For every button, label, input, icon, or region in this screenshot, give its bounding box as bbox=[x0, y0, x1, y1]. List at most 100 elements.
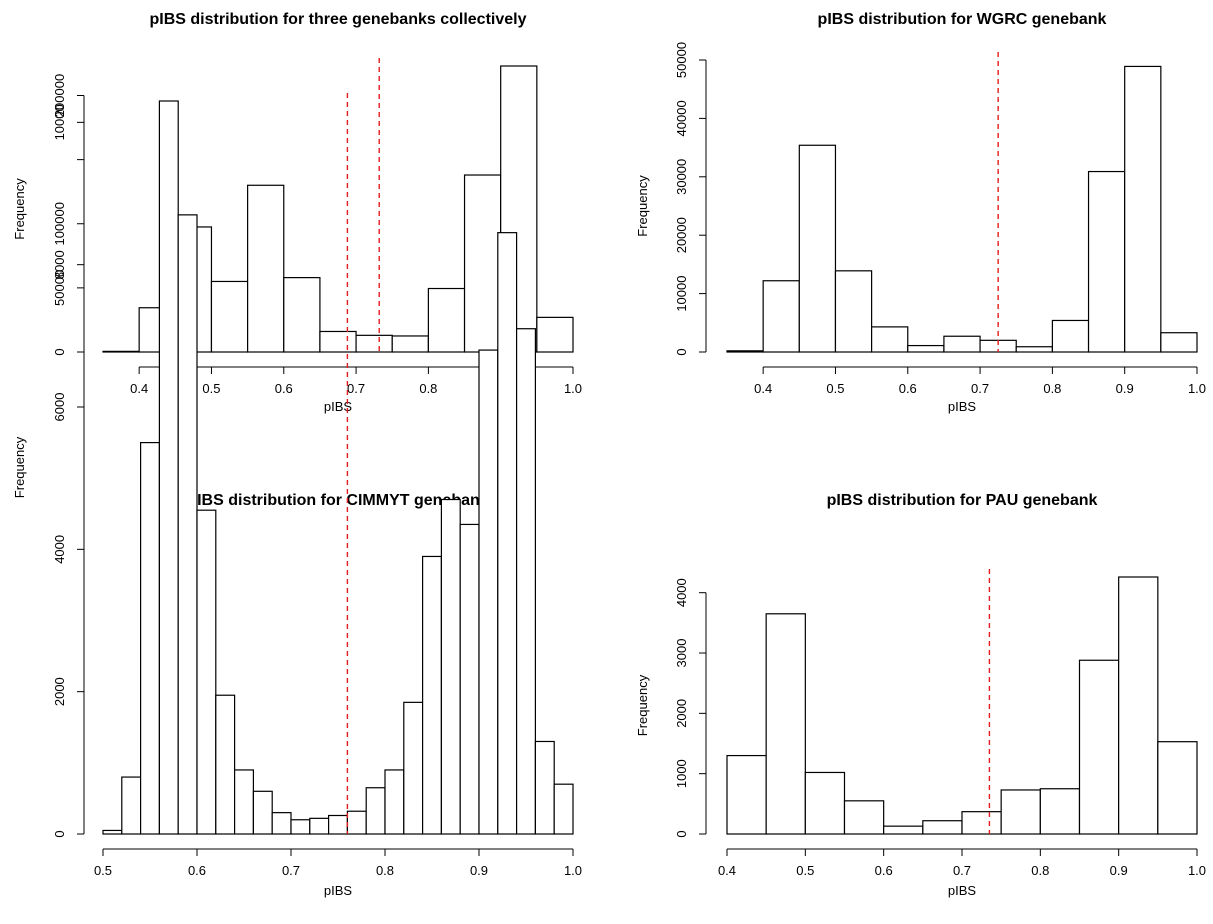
histogram-bar bbox=[1087, 170, 1126, 353]
histogram-bar bbox=[726, 350, 764, 353]
histogram-bar bbox=[309, 817, 330, 835]
chart-title: pIBS distribution for CIMMYT genebank bbox=[187, 492, 488, 509]
histogram-bar bbox=[1051, 319, 1090, 353]
histogram-bar bbox=[726, 754, 767, 835]
histogram-bar bbox=[365, 787, 386, 835]
x-tick-label: 0.6 bbox=[275, 381, 293, 396]
histogram-panel-1: pIBS distribution for three genebanks co… bbox=[12, 11, 582, 414]
histogram-bar bbox=[497, 232, 518, 835]
x-tick-label: 0.7 bbox=[282, 863, 300, 878]
y-tick-label: 4000 bbox=[52, 535, 67, 564]
x-axis-label: pIBS bbox=[324, 883, 353, 898]
x-tick-label: 0.5 bbox=[796, 863, 814, 878]
histogram-bar bbox=[883, 825, 924, 835]
y-tick-label: 0 bbox=[52, 348, 67, 355]
histogram-bar bbox=[843, 800, 885, 835]
histogram-bar bbox=[463, 174, 502, 353]
histogram-bar bbox=[1015, 346, 1053, 353]
x-tick-label: 0.9 bbox=[1110, 863, 1128, 878]
histogram-bar bbox=[140, 441, 161, 835]
y-tick-label: 40000 bbox=[674, 100, 689, 136]
x-tick-label: 1.0 bbox=[564, 863, 582, 878]
y-axis-label: Frequency bbox=[12, 436, 27, 498]
y-tick-label: 50000 bbox=[52, 270, 67, 306]
histogram-bar bbox=[328, 814, 349, 835]
histogram-bar bbox=[271, 812, 292, 835]
x-tick-label: 0.4 bbox=[130, 381, 148, 396]
x-tick-label: 0.6 bbox=[188, 863, 206, 878]
histogram-bar bbox=[391, 335, 429, 353]
y-axis-label: Frequency bbox=[635, 674, 650, 736]
x-tick-label: 0.4 bbox=[754, 381, 772, 396]
x-tick-label: 0.7 bbox=[347, 381, 365, 396]
histogram-bar bbox=[871, 326, 909, 353]
histogram-bar bbox=[196, 509, 217, 835]
histogram-bar bbox=[804, 771, 846, 835]
histogram-bar bbox=[210, 280, 249, 353]
histogram-panel-4: pIBS distribution for PAU genebank 0.4 0.5… bbox=[635, 492, 1206, 898]
histogram-bar bbox=[440, 498, 461, 835]
histogram-bar bbox=[290, 819, 311, 835]
y-tick-label: 2000 bbox=[674, 699, 689, 728]
histogram-bar bbox=[319, 330, 357, 353]
histogram-bar bbox=[1124, 65, 1162, 353]
x-tick-label: 0.7 bbox=[953, 863, 971, 878]
histogram-bar bbox=[422, 555, 443, 835]
y-tick-label: 200000 bbox=[52, 74, 67, 117]
histogram-bar bbox=[961, 811, 1002, 835]
y-tick-label: 8000 bbox=[52, 250, 67, 279]
x-tick-label: 1.0 bbox=[1188, 381, 1206, 396]
histogram-bar bbox=[798, 144, 837, 353]
histogram-bar bbox=[121, 776, 142, 835]
y-tick-label: 4000 bbox=[674, 578, 689, 607]
chart-title: pIBS distribution for PAU genebank bbox=[827, 492, 1098, 509]
histogram-bar bbox=[283, 277, 321, 353]
histogram-bar bbox=[102, 829, 123, 835]
histogram-bar bbox=[1078, 659, 1120, 835]
histogram-bar bbox=[247, 184, 285, 353]
histogram-bar bbox=[346, 810, 367, 835]
y-tick-label: 30000 bbox=[674, 159, 689, 195]
y-tick-label: 1000 bbox=[674, 759, 689, 788]
x-axis-label: pIBS bbox=[324, 399, 353, 414]
y-axis-label: Frequency bbox=[635, 175, 650, 237]
x-tick-label: 0.9 bbox=[470, 863, 488, 878]
histogram-bar bbox=[177, 214, 198, 835]
x-tick-label: 0.8 bbox=[419, 381, 437, 396]
histogram-bar bbox=[158, 100, 179, 835]
x-tick-label: 0.5 bbox=[202, 381, 220, 396]
y-tick-label: 0 bbox=[674, 348, 689, 355]
x-tick-label: 0.4 bbox=[718, 863, 736, 878]
histogram-bar bbox=[1118, 576, 1159, 835]
x-tick-label: 0.8 bbox=[1031, 863, 1049, 878]
y-tick-label: 6000 bbox=[52, 393, 67, 422]
x-axis-label: pIBS bbox=[948, 883, 977, 898]
y-tick-label: 10000 bbox=[674, 276, 689, 312]
y-tick-label: 10000 bbox=[52, 104, 67, 140]
histogram-bar bbox=[252, 790, 273, 835]
x-tick-label: 1.0 bbox=[1188, 863, 1206, 878]
histogram-bar bbox=[102, 350, 140, 353]
y-tick-label: 0 bbox=[674, 830, 689, 837]
histogram-bar bbox=[1160, 332, 1198, 353]
histogram-bar bbox=[943, 335, 981, 353]
y-tick-label: 20000 bbox=[674, 217, 689, 253]
histogram-bar bbox=[765, 613, 806, 835]
x-tick-label: 0.5 bbox=[826, 381, 844, 396]
histogram-bar bbox=[355, 334, 393, 353]
x-tick-label: 0.6 bbox=[899, 381, 917, 396]
histogram-bar bbox=[1039, 788, 1081, 835]
x-tick-label: 0.5 bbox=[94, 863, 112, 878]
y-tick-label: 2000 bbox=[52, 677, 67, 706]
x-tick-label: 0.7 bbox=[971, 381, 989, 396]
y-tick-label: 50000 bbox=[674, 42, 689, 78]
chart-title: pIBS distribution for three genebanks co… bbox=[150, 11, 527, 28]
histogram-bar bbox=[403, 701, 424, 835]
histogram-bar bbox=[907, 344, 945, 353]
histogram-bar bbox=[536, 316, 574, 353]
histogram-bar bbox=[427, 287, 466, 353]
y-tick-label: 0 bbox=[52, 830, 67, 837]
histogram-panel-3: pIBS distribution for CIMMYT genebank 0.5… bbox=[12, 93, 582, 898]
